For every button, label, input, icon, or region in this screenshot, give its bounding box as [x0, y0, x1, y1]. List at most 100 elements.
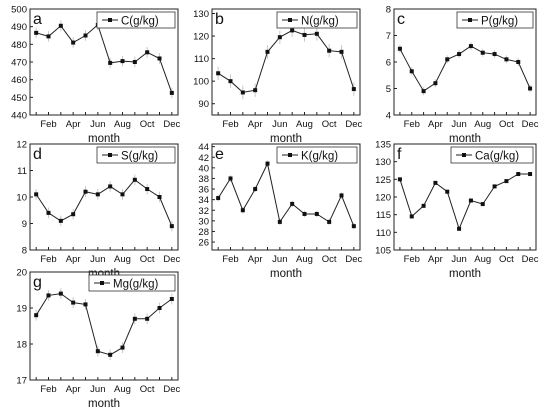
legend-frame	[276, 146, 358, 164]
data-point	[46, 34, 51, 39]
legend-frame	[450, 146, 534, 164]
x-tick-label: Aug	[474, 119, 491, 130]
x-tick-label: Jun	[272, 254, 287, 265]
data-point	[132, 316, 137, 321]
data-point	[445, 57, 450, 62]
x-axis-label: month	[88, 133, 120, 145]
y-tick-label: 130	[193, 9, 209, 20]
data-point	[327, 48, 332, 53]
data-point	[290, 28, 295, 33]
legend-label: C(g/kg)	[121, 16, 159, 28]
data-point	[83, 302, 88, 307]
legend: Mg(g/kg)	[88, 274, 176, 292]
legend-marker-icon	[288, 153, 292, 157]
y-tick-label: 30	[198, 216, 209, 227]
data-point	[240, 208, 245, 213]
series-line	[35, 179, 173, 227]
data-point	[504, 57, 509, 62]
data-point	[528, 172, 533, 177]
series-line	[217, 29, 355, 93]
x-tick-label: Feb	[222, 254, 238, 265]
data-point	[457, 52, 462, 57]
x-tick-label: Feb	[40, 119, 56, 130]
x-tick-label: Jun	[272, 119, 287, 130]
x-tick-label: Apr	[66, 384, 81, 395]
data-point	[83, 189, 88, 194]
data-point	[216, 71, 221, 76]
y-tick-label: 130	[375, 157, 391, 168]
data-point	[132, 177, 137, 182]
x-tick-label: Dec	[345, 119, 362, 130]
data-point	[468, 44, 473, 49]
data-point	[302, 211, 307, 216]
data-point	[145, 187, 150, 192]
x-tick-label: Dec	[163, 384, 180, 395]
series-line	[399, 45, 531, 92]
data-point	[71, 40, 76, 45]
legend-frame	[96, 11, 176, 29]
data-point	[492, 184, 497, 189]
data-point	[216, 196, 221, 201]
x-tick-label: Feb	[40, 384, 56, 395]
data-point	[421, 89, 426, 94]
legend-frame	[276, 11, 358, 29]
data-point	[157, 195, 162, 199]
x-tick-label: Oct	[140, 119, 155, 130]
x-tick-label: Apr	[428, 119, 443, 130]
data-point	[314, 211, 319, 216]
data-point	[339, 193, 344, 198]
x-tick-label: Feb	[40, 254, 56, 265]
x-tick-label: Feb	[404, 254, 420, 265]
data-point	[169, 297, 174, 301]
data-point	[457, 226, 462, 231]
x-tick-label: Oct	[140, 254, 155, 265]
legend-label: N(g/kg)	[301, 16, 339, 28]
y-tick-label: 34	[198, 195, 209, 206]
x-tick-label: Oct	[499, 119, 514, 130]
x-tick-label: Dec	[522, 119, 539, 130]
legend: K(g/kg)	[276, 146, 358, 164]
data-point	[409, 69, 414, 74]
data-point	[516, 172, 521, 177]
plot-frame	[29, 271, 179, 381]
x-tick-label: Aug	[114, 384, 131, 395]
y-tick-label: 100	[193, 77, 209, 88]
y-tick-label: 9	[22, 219, 27, 230]
x-tick-label: Dec	[522, 254, 539, 265]
legend-marker-icon	[108, 153, 112, 157]
data-point	[265, 49, 270, 54]
panel-label: d	[33, 146, 42, 163]
legend-marker-icon	[108, 18, 112, 22]
data-point	[228, 79, 233, 84]
data-point	[277, 219, 282, 224]
data-point	[108, 352, 113, 357]
data-point	[169, 90, 174, 95]
data-point	[445, 189, 450, 194]
x-tick-label: Oct	[499, 254, 514, 265]
data-point	[492, 52, 497, 57]
data-point	[108, 184, 113, 189]
x-axis-label: month	[449, 268, 481, 280]
y-tick-label: 120	[193, 32, 209, 43]
data-point	[339, 49, 344, 54]
data-point	[468, 198, 473, 203]
plot-frame	[211, 8, 361, 116]
panel-label: a	[33, 11, 42, 28]
legend-label: Mg(g/kg)	[113, 279, 159, 291]
x-tick-label: Apr	[428, 254, 443, 265]
data-point	[528, 86, 533, 91]
x-tick-label: Dec	[163, 119, 180, 130]
y-tick-label: 42	[198, 153, 209, 164]
x-axis-label: month	[449, 133, 481, 145]
x-tick-label: Jun	[90, 119, 105, 130]
data-point	[169, 224, 174, 229]
data-point	[46, 210, 51, 215]
y-tick-label: 26	[198, 238, 209, 249]
y-tick-label: 6	[386, 58, 391, 69]
data-point	[397, 177, 402, 182]
legend: C(g/kg)	[96, 11, 176, 29]
y-tick-label: 480	[11, 40, 27, 51]
data-point	[157, 56, 162, 61]
